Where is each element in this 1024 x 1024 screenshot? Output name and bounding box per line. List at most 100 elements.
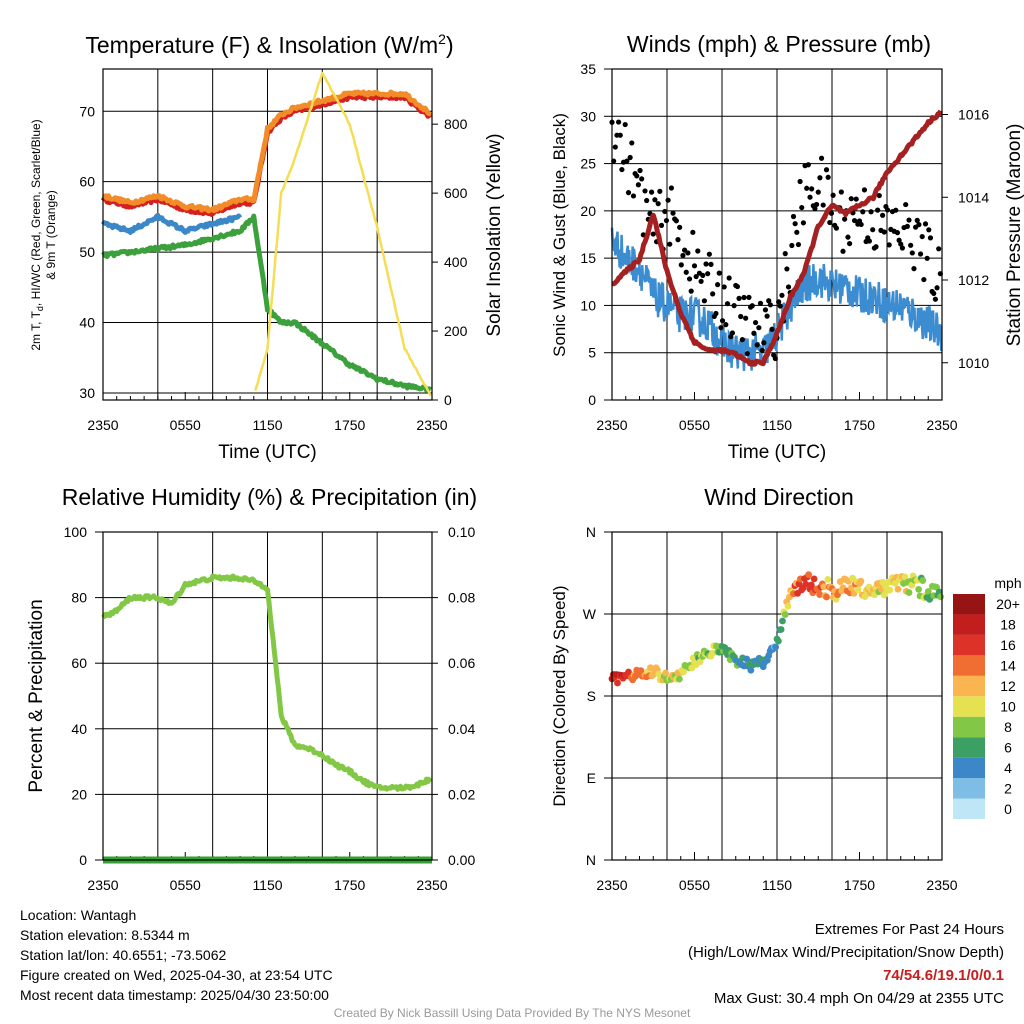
created-text: Figure created on Wed, 2025-04-30, at 23…	[20, 967, 333, 983]
y2-tick-label: 0.02	[448, 786, 475, 802]
direction-point	[637, 667, 645, 675]
direction-point	[675, 675, 683, 683]
gust-point	[825, 174, 831, 180]
y-tick-label: 30	[580, 108, 596, 124]
gust-point	[880, 212, 886, 218]
gust-point	[668, 185, 675, 191]
direction-point	[919, 577, 927, 584]
colorbar-swatch	[953, 716, 985, 738]
gust-point	[916, 222, 922, 228]
direction-point	[886, 586, 894, 594]
y2-tick-label: 1014	[958, 189, 989, 205]
gust-point	[655, 201, 661, 207]
extremes-subtitle: (High/Low/Max Wind/Precipitation/Snow De…	[688, 944, 1004, 961]
gust-point	[677, 224, 683, 230]
direction-point	[802, 580, 810, 588]
y-axis-label: 2m T, Td, HI/WC (Red, Green, Scarlet/Blu…	[29, 119, 45, 350]
gust-point	[792, 221, 798, 227]
y-tick-label: 25	[580, 156, 596, 172]
gust-point	[886, 242, 892, 248]
gust-point	[680, 252, 686, 259]
gust-point	[690, 229, 696, 235]
gust-point	[624, 158, 630, 164]
gust-point	[630, 193, 637, 199]
gust-point	[731, 303, 737, 309]
direction-point	[816, 591, 824, 598]
y-tick-label: 10	[580, 297, 596, 313]
y2-tick-label: 0	[444, 392, 452, 408]
gust-point	[713, 310, 719, 317]
y-tick-label: 60	[79, 174, 95, 190]
gust-point	[700, 272, 706, 279]
gust-point	[830, 192, 836, 198]
colorbar-tick-label: 16	[1000, 637, 1016, 653]
colorbar-tick-label: 0	[1004, 801, 1012, 817]
gust-point	[931, 290, 937, 297]
gust-point	[619, 166, 625, 173]
y2-tick-label: 0.00	[448, 852, 475, 868]
chart-title: Wind Direction	[704, 484, 854, 510]
y-tick-label: 60	[71, 655, 87, 671]
direction-point	[805, 571, 813, 579]
colorbar: mph 0 2 4 6 8 10 12 14 16 18 20+	[953, 575, 1022, 819]
direction-point	[894, 585, 902, 593]
gust-point	[809, 186, 815, 192]
direction-point	[810, 575, 818, 583]
x-tick-label: 1750	[334, 877, 365, 893]
pressure-line	[610, 109, 943, 367]
gust-point	[705, 271, 711, 277]
y-tick-label: 80	[71, 590, 87, 606]
elevation-text: Station elevation: 8.5344 m	[20, 927, 190, 943]
gust-point	[746, 294, 752, 300]
y-tick-label: 0	[79, 852, 87, 868]
gust-point	[807, 194, 813, 200]
colorbar-swatch	[953, 737, 985, 758]
direction-point	[680, 668, 687, 676]
direction-point	[772, 643, 780, 651]
gust-point	[784, 266, 790, 272]
gust-point	[627, 154, 633, 161]
gust-point	[861, 187, 868, 193]
gust-point	[649, 189, 655, 195]
gust-point	[926, 227, 932, 233]
colorbar-tick-label: 10	[1000, 699, 1016, 715]
x-tick-label: 1750	[844, 417, 875, 433]
gust-point	[723, 322, 729, 328]
gust-point	[662, 208, 668, 215]
gust-point	[644, 197, 650, 204]
gust-point	[799, 204, 805, 211]
gust-point	[921, 276, 927, 283]
gust-point	[634, 173, 640, 179]
gust-point	[683, 269, 689, 275]
colorbar-swatch	[953, 675, 985, 697]
gust-point	[932, 296, 939, 302]
gust-point	[685, 250, 691, 256]
chart-title: Temperature (F) & Insolation (W/m2)	[85, 31, 453, 58]
y-tick-label: N	[586, 524, 596, 540]
colorbar-swatch	[953, 757, 985, 779]
colorbar-tick-label: 8	[1004, 719, 1012, 735]
y-axis-label: Direction (Colored By Speed)	[550, 585, 569, 806]
series-line-3	[100, 212, 243, 235]
gust-point	[751, 330, 757, 336]
gust-point	[908, 242, 914, 248]
gust-point	[706, 251, 712, 257]
gust-point	[743, 315, 749, 321]
direction-point	[824, 575, 832, 583]
gust-point	[842, 216, 848, 222]
x-tick-label: 2350	[926, 417, 957, 433]
colorbar-swatch	[953, 655, 985, 676]
gust-point	[718, 325, 724, 331]
gust-point	[899, 245, 906, 251]
x-tick-label: 2350	[416, 877, 447, 893]
gust-point	[820, 202, 826, 208]
gust-point	[673, 218, 679, 224]
gust-point	[701, 298, 708, 304]
colorbar-swatch	[953, 696, 985, 717]
gust-point	[914, 217, 920, 223]
gust-point	[909, 250, 915, 256]
y-tick-label: 20	[580, 203, 596, 219]
colorbar-tick-label: 2	[1004, 780, 1012, 796]
gust-point	[767, 302, 774, 308]
